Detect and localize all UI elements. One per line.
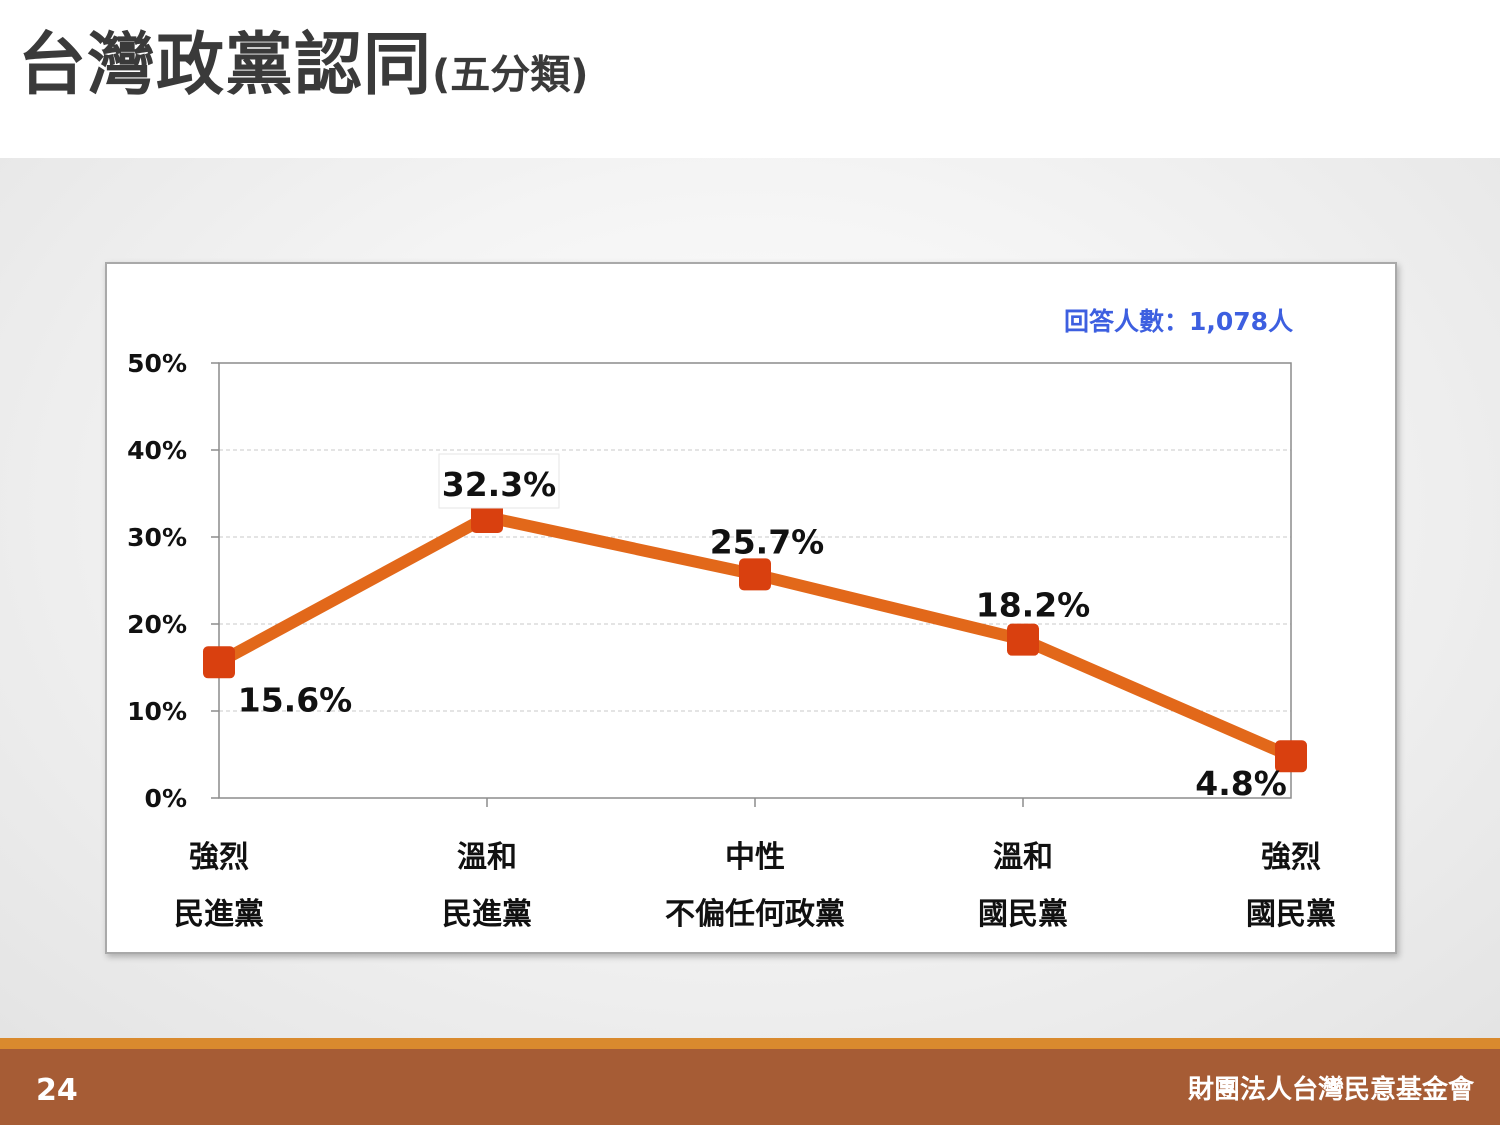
- organization-name: 財團法人台灣民意基金會: [1187, 1075, 1474, 1105]
- x-category-label: 溫和: [993, 840, 1053, 875]
- x-category-label: 國民黨: [1246, 897, 1336, 932]
- footer-bar: 24 財團法人台灣民意基金會: [0, 1049, 1500, 1125]
- x-category-label: 國民黨: [978, 897, 1068, 932]
- data-label: 32.3%: [442, 465, 557, 504]
- x-category-label: 強烈: [189, 840, 249, 875]
- data-point-marker: [1007, 623, 1039, 656]
- y-tick-label: 20%: [127, 610, 187, 639]
- data-point-marker: [1275, 740, 1307, 773]
- data-label: 15.6%: [238, 680, 353, 719]
- data-label: 4.8%: [1195, 764, 1287, 803]
- x-category-label: 民進黨: [442, 897, 532, 932]
- data-label: 18.2%: [976, 586, 1091, 625]
- y-tick-label: 50%: [127, 349, 187, 378]
- x-category-label: 強烈: [1261, 840, 1321, 875]
- y-tick-label: 10%: [127, 697, 187, 726]
- y-tick-label: 40%: [127, 436, 187, 465]
- y-tick-label: 0%: [145, 784, 187, 813]
- data-label-box: [438, 453, 560, 509]
- title-main: 台灣政黨認同: [18, 26, 433, 105]
- data-point-marker: [203, 646, 235, 679]
- respondents-count: 回答人數：1,078人: [1064, 307, 1294, 336]
- data-point-marker: [739, 558, 771, 591]
- data-point-marker: [471, 500, 503, 533]
- x-category-label: 民進黨: [174, 897, 264, 932]
- title-bar: 台灣政黨認同(五分類): [0, 0, 1500, 158]
- y-tick-label: 30%: [127, 523, 187, 552]
- title-subtitle: (五分類): [432, 52, 589, 98]
- x-category-label: 溫和: [457, 840, 517, 875]
- page-title: 台灣政黨認同(五分類): [18, 32, 589, 100]
- page-number: 24: [36, 1073, 78, 1108]
- data-label: 25.7%: [710, 522, 825, 561]
- footer-stripe: [0, 1038, 1500, 1049]
- x-category-label: 不偏任何政黨: [665, 897, 845, 932]
- x-category-label: 中性: [725, 840, 785, 875]
